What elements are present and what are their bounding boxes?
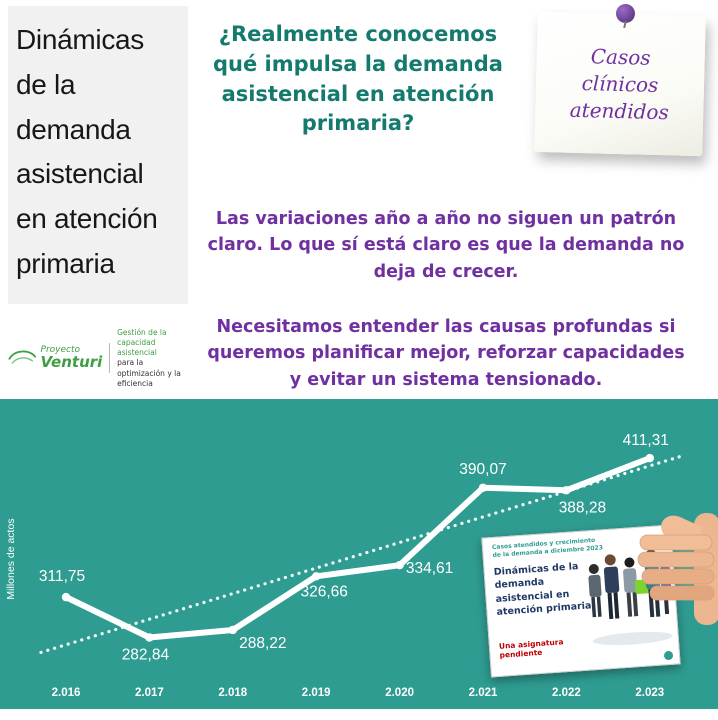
data-point (228, 625, 237, 635)
value-label-2.019: 326,66 (300, 583, 347, 600)
x-axis-labels-group: 2.016 2.017 2.018 2.019 2.020 2.021 2.022 2.023 (52, 687, 665, 699)
x-axis-label-2.020: 2.020 (385, 687, 414, 699)
logo-tagline-line2: para la optimización y la eficiencia (117, 358, 181, 388)
logo-name-label: Venturi (40, 353, 103, 372)
value-label-2.021: 390,07 (459, 461, 506, 478)
logo-tagline-line1: Gestión de la capacidad asistencial (117, 328, 167, 358)
person-figure (588, 564, 602, 618)
question-heading: ¿Realmente conocemos qué impulsa la dema… (213, 22, 503, 136)
venturi-swoosh-icon (8, 350, 37, 365)
data-series-line (63, 455, 653, 641)
value-label-2.018: 288,22 (239, 635, 286, 652)
demand-line-chart: Millones de actos 311,75 282,84 288,22 326,… (5, 432, 685, 699)
page-title: Dinámicas de la demanda asistencial en a… (16, 24, 158, 279)
logo-tagline: Gestión de la capacidad asistencial para… (117, 328, 190, 389)
hand-holding-report-icon (637, 513, 718, 625)
person-figure (603, 554, 620, 620)
value-labels-group: 311,75 282,84 288,22 326,66 334,61 390,07 388,… (39, 432, 669, 663)
logo-project-label: Proyecto (40, 344, 81, 355)
x-axis-label-2.016: 2.016 (52, 687, 81, 699)
data-point (61, 592, 71, 602)
x-axis-label-2.017: 2.017 (135, 687, 164, 699)
x-axis-label-2.022: 2.022 (552, 687, 581, 699)
x-axis-label-2.018: 2.018 (218, 687, 247, 699)
sticky-note-text: Casos clínicos atendidos (569, 44, 670, 125)
data-point (645, 453, 654, 463)
message-paragraph-2: Necesitamos entender las causas profunda… (207, 317, 685, 390)
value-label-2.020: 334,61 (406, 560, 453, 577)
data-point (395, 561, 404, 570)
data-point (478, 483, 488, 492)
x-axis-label-2.023: 2.023 (635, 687, 664, 699)
value-label-2.022: 388,28 (559, 499, 606, 516)
pushpin-icon (616, 4, 635, 23)
message-paragraph-1: Las variaciones año a año no siguen un p… (207, 209, 685, 282)
person-figure (623, 557, 650, 617)
value-label-2.017: 282,84 (122, 646, 170, 663)
proyecto-venturi-logo: Proyecto Venturi Gestión de la capacidad… (8, 328, 190, 389)
chart-section: Millones de actos 311,75 282,84 288,22 326,… (0, 399, 718, 709)
logo-wordmark: Proyecto Venturi (40, 344, 103, 372)
value-label-2.016: 311,75 (39, 568, 85, 585)
data-point (145, 633, 154, 642)
value-label-2.023: 411,31 (623, 432, 669, 449)
data-point-markers (61, 453, 654, 642)
x-axis-label-2.019: 2.019 (302, 687, 331, 699)
data-point (562, 486, 571, 495)
y-axis-title: Millones de actos (5, 518, 17, 599)
x-axis-label-2.021: 2.021 (469, 687, 498, 699)
data-point (312, 572, 321, 581)
logo-divider (109, 343, 111, 374)
title-box: Dinámicas de la demanda asistencial en a… (8, 6, 188, 304)
sticky-note: Casos clínicos atendidos (534, 11, 706, 157)
report-cover-logo-dot (663, 650, 674, 661)
